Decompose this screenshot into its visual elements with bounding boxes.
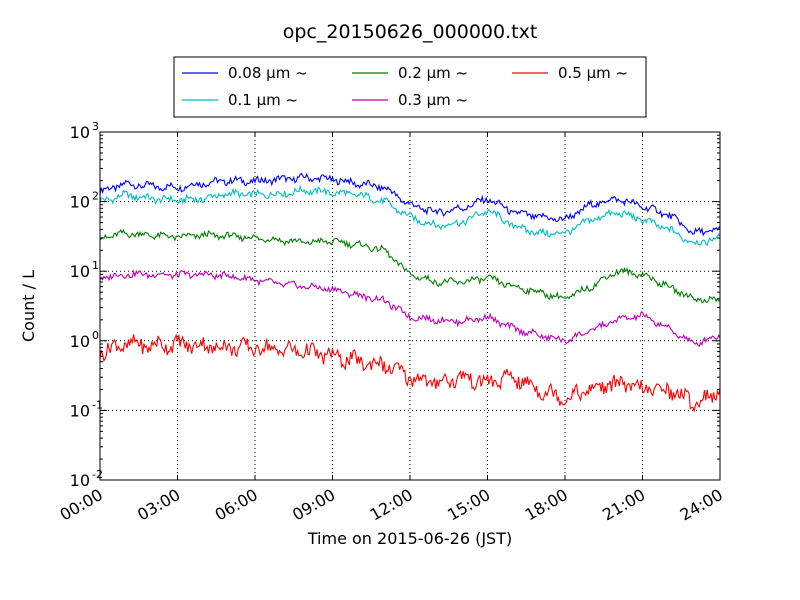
- y-tick-base: 10: [70, 193, 90, 212]
- legend-label: 0.08 μm ~: [228, 64, 308, 82]
- legend-entry: 0.2 μm ~: [352, 64, 468, 82]
- series-line: [99, 172, 721, 237]
- y-tick-exponent: 2: [92, 190, 99, 203]
- series-line: [99, 333, 721, 412]
- legend-label: 0.2 μm ~: [398, 64, 468, 82]
- y-tick-label: 10 2: [70, 190, 99, 212]
- legend-entry: 0.1 μm ~: [182, 91, 298, 109]
- legend-entry: 0.5 μm ~: [512, 64, 628, 82]
- y-tick-base: 10: [70, 332, 90, 351]
- y-tick-base: 10: [70, 401, 90, 420]
- y-tick-base: 10: [70, 123, 90, 142]
- y-tick-exponent: -2: [92, 468, 103, 481]
- y-tick-label: 10 0: [70, 329, 99, 351]
- legend-entry: 0.08 μm ~: [182, 64, 308, 82]
- axis-ticks: [99, 131, 721, 481]
- y-tick-exponent: -1: [92, 398, 103, 411]
- series-line: [99, 269, 721, 348]
- y-tick-label: 10 1: [70, 259, 99, 281]
- series-line: [99, 229, 721, 304]
- y-tick-base: 10: [70, 471, 90, 490]
- series-line: [99, 184, 721, 247]
- y-tick-exponent: 1: [92, 259, 99, 272]
- legend: 0.08 μm ~ 0.1 μm ~ 0.2 μm ~ 0.3 μm ~ 0.5 μm …: [173, 56, 647, 118]
- x-axis-label: Time on 2015-06-26 (JST): [307, 529, 512, 548]
- legend-label: 0.5 μm ~: [558, 64, 628, 82]
- y-tick-label: 10 -1: [70, 398, 103, 420]
- chart-title: opc_20150626_000000.txt: [283, 21, 538, 43]
- legend-label: 0.1 μm ~: [228, 91, 298, 109]
- y-axis-label: Count / L: [19, 270, 38, 342]
- y-tick-label: 10 -2: [70, 468, 103, 490]
- y-tick-exponent: 0: [92, 329, 99, 342]
- y-tick-label: 10 3: [70, 120, 99, 142]
- y-tick-base: 10: [70, 262, 90, 281]
- legend-box: [173, 56, 647, 118]
- y-tick-exponent: 3: [92, 120, 99, 133]
- series-lines: [99, 172, 721, 412]
- legend-entry: 0.3 μm ~: [352, 91, 468, 109]
- legend-label: 0.3 μm ~: [398, 91, 468, 109]
